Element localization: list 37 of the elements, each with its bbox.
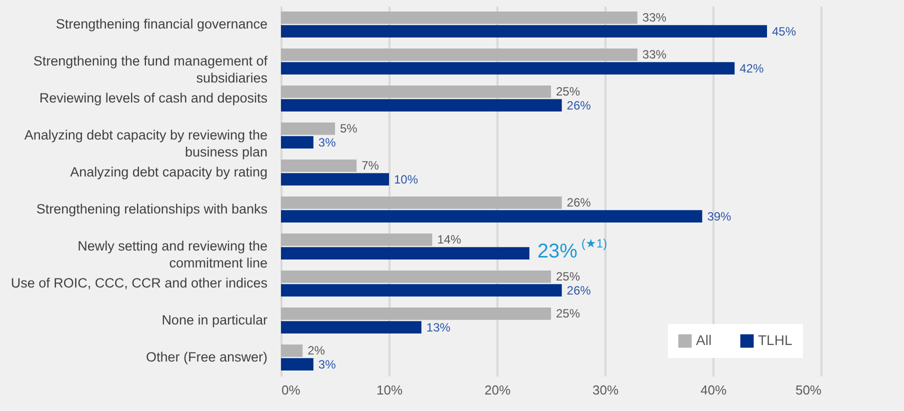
- y-tick-label: Analyzing debt capacity by rating: [70, 164, 268, 180]
- data-label: 26%: [566, 283, 592, 298]
- y-tick-label: Analyzing debt capacity by reviewing the business plan: [24, 128, 268, 160]
- y-tick-label: Other (Free answer): [146, 350, 268, 364]
- legend-label: All: [696, 332, 712, 348]
- x-tick-label: 0%: [282, 382, 301, 398]
- data-label: 45%: [772, 24, 796, 38]
- x-tick-label: 10%: [376, 382, 403, 398]
- y-tick-label: Strengthening the fund management of subsidiaries: [33, 54, 268, 86]
- data-label: 25%: [556, 84, 580, 99]
- x-tick-label: 30%: [592, 382, 619, 398]
- y-tick-label: Strengthening relationships with banks: [36, 202, 268, 216]
- data-label: 10%: [394, 172, 418, 186]
- data-label: 14%: [437, 232, 462, 247]
- y-tick-label: Reviewing levels of cash and deposits: [39, 90, 268, 106]
- x-tick-label: 40%: [700, 382, 727, 398]
- data-label: 13%: [426, 320, 451, 334]
- data-label: 33%: [642, 48, 667, 62]
- x-tick-label: 20%: [484, 382, 511, 398]
- data-label: 5%: [340, 122, 358, 136]
- legend-label: TLHL: [758, 332, 792, 348]
- y-tick-label: Strengthening financial governance: [56, 16, 268, 32]
- data-label: 3%: [318, 357, 336, 372]
- data-label: 3%: [318, 135, 336, 150]
- data-label: 33%: [642, 10, 667, 25]
- data-label: 26%: [566, 98, 592, 112]
- data-label: 2%: [308, 344, 326, 358]
- y-tick-label: Use of ROIC, CCC, CCR and other indices: [10, 276, 268, 290]
- y-tick-label: Newly setting and reviewing the commitment line: [78, 238, 268, 270]
- y-tick-label: None in particular: [162, 312, 268, 328]
- data-label: 42%: [740, 61, 764, 76]
- data-label: 25%: [556, 270, 580, 284]
- x-tick-label: 50%: [795, 382, 822, 398]
- data-label: 39%: [707, 209, 732, 224]
- data-label: 25%: [556, 306, 580, 321]
- data-label: 26%: [566, 196, 592, 210]
- data-label: 7%: [362, 158, 380, 173]
